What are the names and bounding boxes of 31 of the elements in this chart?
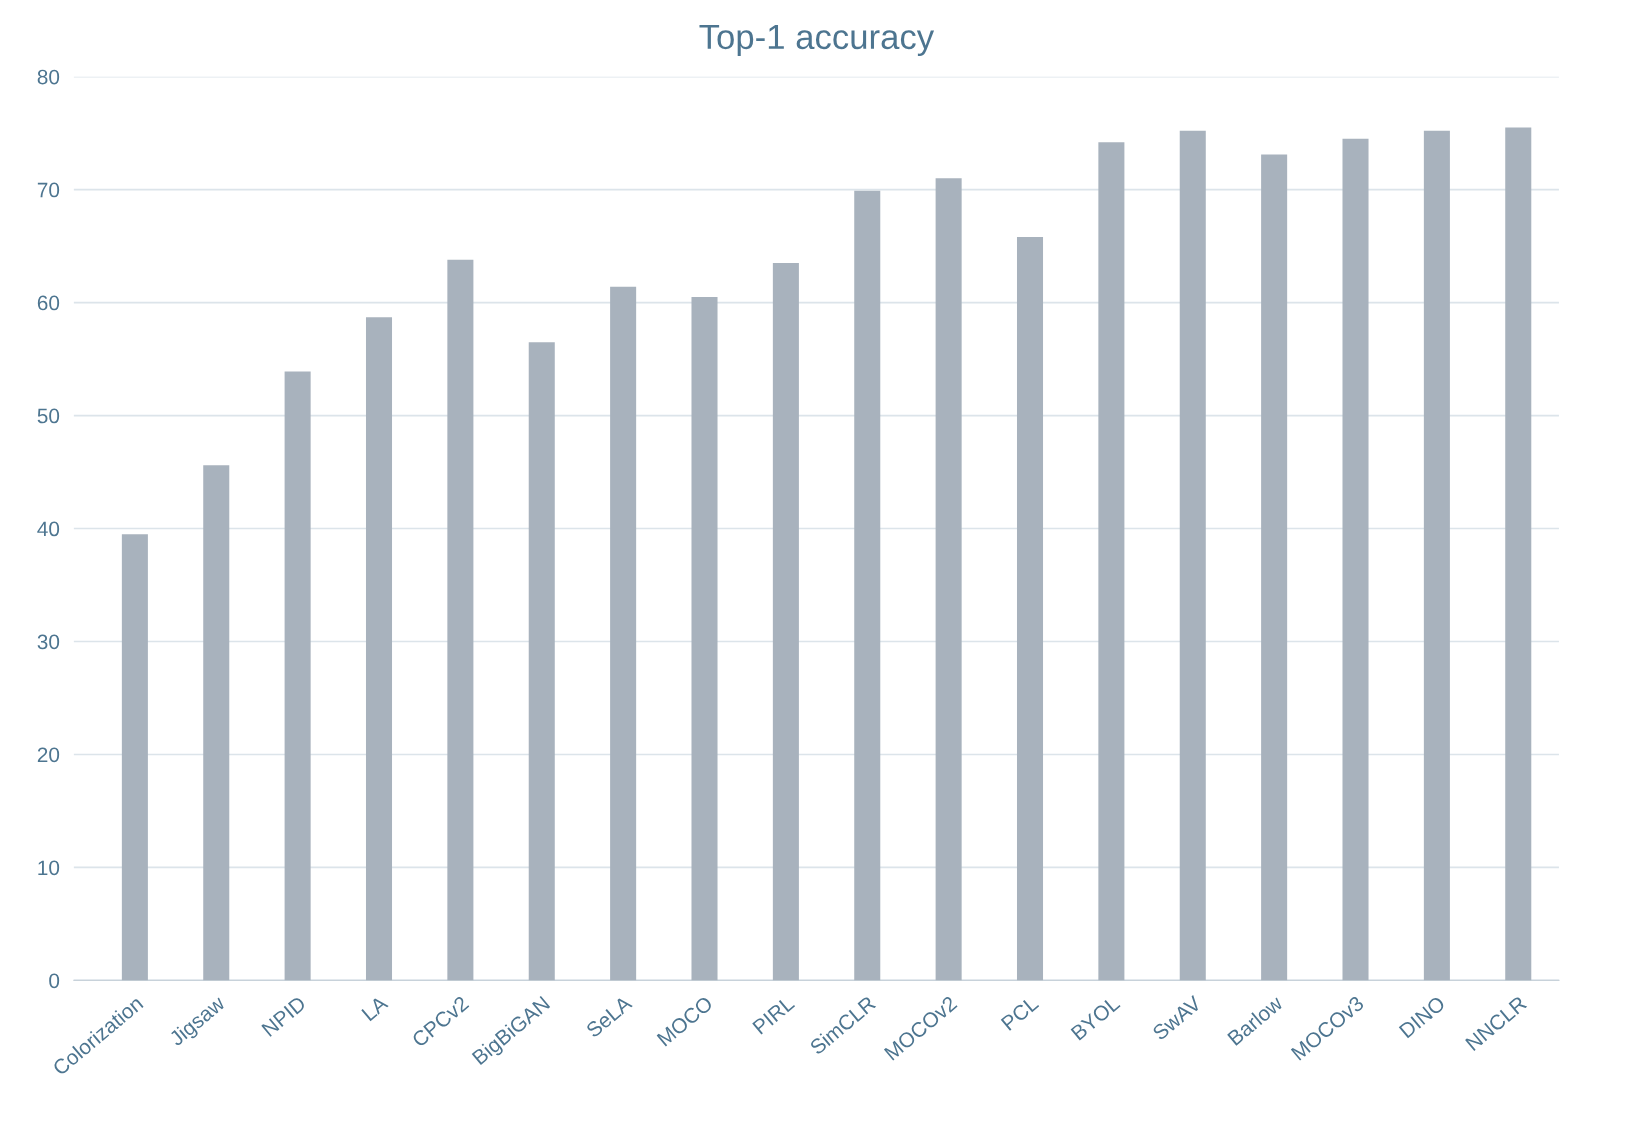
bar xyxy=(1179,130,1206,981)
bar xyxy=(1016,237,1044,981)
bar xyxy=(854,190,881,981)
x-tick-label: PIRL xyxy=(752,995,796,1035)
bar xyxy=(1342,138,1369,981)
bar xyxy=(203,465,230,981)
x-tick-label: PCL xyxy=(1000,995,1040,1031)
y-tick-label: 20 xyxy=(37,747,60,763)
bar xyxy=(365,317,393,981)
y-tick-label: 80 xyxy=(37,69,60,85)
bar xyxy=(610,286,637,981)
chart-title: Top-1 accuracy xyxy=(699,24,935,57)
bar xyxy=(935,178,962,981)
bar xyxy=(1505,127,1532,981)
y-tick-label: 0 xyxy=(49,973,60,989)
y-tick-label: 40 xyxy=(37,521,60,537)
x-tick-label: LA xyxy=(361,994,389,1022)
y-tick-label: 70 xyxy=(37,182,60,198)
bar xyxy=(1261,154,1288,981)
bar xyxy=(284,371,311,981)
bar xyxy=(447,259,474,981)
y-tick-label: 60 xyxy=(37,295,60,311)
bar xyxy=(691,296,718,981)
y-tick-label: 50 xyxy=(37,408,60,424)
bar xyxy=(772,263,799,981)
bar xyxy=(528,342,555,981)
bar xyxy=(1098,142,1125,981)
y-tick-label: 30 xyxy=(37,634,60,650)
bar xyxy=(1423,130,1450,981)
y-tick-label: 10 xyxy=(38,860,60,876)
bar xyxy=(121,534,148,981)
